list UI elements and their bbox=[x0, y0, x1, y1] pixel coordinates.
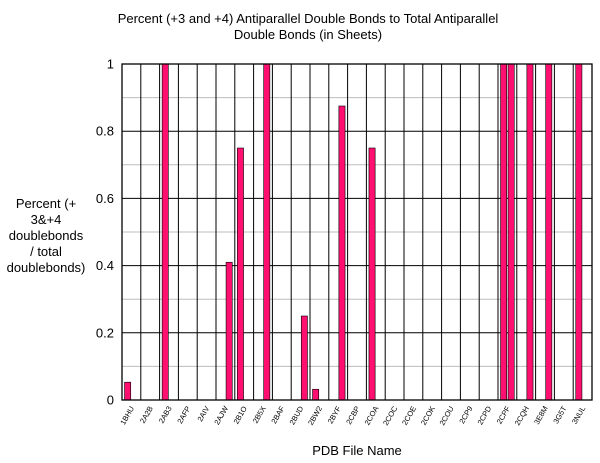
x-tick-label: 2A2B bbox=[138, 405, 155, 425]
x-tick-label: 2B1O bbox=[232, 404, 249, 425]
bar bbox=[507, 63, 515, 401]
x-tick-label: 2BYF bbox=[326, 404, 343, 425]
x-tick-label: 2AB3 bbox=[157, 405, 174, 425]
x-tick-label: 3NUL bbox=[570, 405, 587, 426]
bar bbox=[500, 63, 508, 401]
y-tick-label: 0.4 bbox=[96, 258, 114, 273]
y-tick-label: 0 bbox=[107, 393, 114, 408]
x-tick-label: 2BUD bbox=[288, 404, 306, 426]
bar bbox=[545, 63, 553, 401]
x-axis-label: PDB File Name bbox=[312, 443, 402, 458]
x-tick-label: 2CP9 bbox=[457, 405, 474, 426]
bar bbox=[368, 147, 376, 401]
y-axis-label-line-1: Percent (+ bbox=[15, 196, 77, 211]
x-tick-label: 2B5X bbox=[251, 405, 268, 425]
x-tick-label: 2AJW bbox=[212, 404, 230, 427]
x-tick-label: 2COK bbox=[419, 405, 437, 427]
bar bbox=[300, 315, 308, 401]
bar bbox=[225, 261, 233, 401]
bar bbox=[161, 63, 169, 401]
chart-title-line-2: Double Bonds (in Sheets) bbox=[233, 27, 383, 42]
x-tick-label: 2CPF bbox=[495, 404, 513, 425]
chart-title: Percent (+3 and +4) Antiparallel Double … bbox=[60, 11, 556, 43]
x-tick-label: 3E8M bbox=[532, 405, 550, 426]
x-tick-label: 2AIV bbox=[195, 405, 211, 424]
x-tick-label: 2CPD bbox=[476, 404, 494, 426]
y-axis-label-line-5: doublebonds) bbox=[6, 260, 86, 275]
x-tick-label: 2CQH bbox=[513, 405, 531, 428]
bar bbox=[124, 381, 132, 401]
x-tick-label: 2BW2 bbox=[306, 405, 324, 427]
y-tick-label: 0.6 bbox=[96, 191, 114, 206]
bar bbox=[338, 105, 346, 401]
bar bbox=[237, 147, 244, 401]
x-tick-label: 2COC bbox=[381, 404, 400, 427]
x-tick-label: 3G5T bbox=[551, 404, 568, 425]
x-tick-label: 2CBP bbox=[344, 405, 362, 426]
y-axis-label: Percent (+ 3&+4 doublebonds / total doub… bbox=[4, 196, 88, 276]
x-tick-label: 2AFP bbox=[175, 405, 192, 426]
bar bbox=[312, 388, 320, 401]
y-axis-label-line-3: doublebonds bbox=[8, 228, 84, 243]
y-tick-label: 1 bbox=[107, 57, 114, 72]
chart-title-line-1: Percent (+3 and +4) Antiparallel Double … bbox=[117, 11, 499, 26]
x-tick-label: 1BHU bbox=[118, 405, 136, 427]
x-tick-label: 2COE bbox=[400, 405, 418, 427]
plot-frame bbox=[121, 63, 593, 401]
bar bbox=[575, 63, 583, 401]
x-tick-label: 2BAF bbox=[269, 404, 286, 425]
bar bbox=[526, 63, 534, 401]
y-axis-label-line-4: / total bbox=[30, 244, 62, 259]
y-tick-label: 0.2 bbox=[96, 325, 114, 340]
x-tick-label: 2COU bbox=[438, 405, 456, 428]
y-axis-label-line-2: 3&+4 bbox=[30, 212, 62, 227]
y-tick-label: 0.8 bbox=[96, 124, 114, 139]
bar bbox=[263, 63, 271, 401]
x-tick-label: 2COA bbox=[363, 405, 381, 427]
